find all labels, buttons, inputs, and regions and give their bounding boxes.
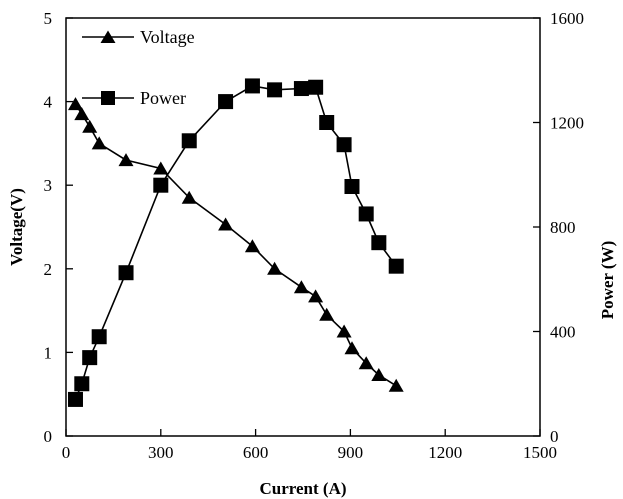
voltage-point [344, 341, 360, 355]
power-point [118, 265, 134, 281]
x-tick-label: 900 [338, 443, 364, 462]
voltage-point [388, 378, 404, 392]
y2-tick-label: 1200 [550, 114, 584, 133]
power-point [293, 81, 309, 97]
voltage-point [358, 356, 374, 370]
markers [67, 78, 404, 407]
legend-voltage-label: Voltage [140, 27, 195, 47]
voltage-point [371, 368, 387, 381]
power-point [218, 94, 234, 110]
voltage-point [82, 119, 98, 133]
y2-tick-label: 1600 [550, 9, 584, 28]
power-point [344, 179, 360, 195]
voltage-point [68, 97, 83, 111]
y-axis-title: Voltage(V) [7, 188, 26, 266]
y-tick-label: 1 [44, 343, 53, 362]
power-point [82, 350, 98, 366]
y2-tick-label: 800 [550, 218, 576, 237]
y-tick-label: 4 [44, 93, 53, 112]
y2-tick-label: 0 [550, 427, 559, 446]
power-point [67, 391, 83, 407]
voltage-point [181, 190, 197, 204]
power-point [181, 133, 197, 149]
y-tick-label: 5 [44, 9, 53, 28]
voltage-point [91, 136, 107, 150]
x-tick-label: 1200 [428, 443, 462, 462]
power-point [358, 206, 374, 222]
axes [65, 17, 541, 437]
y2-axis-title: Power (W) [598, 241, 617, 320]
legend: Voltage Power [82, 27, 195, 108]
voltage-point [319, 307, 335, 321]
voltage-point [293, 280, 309, 294]
plot-frame [65, 17, 541, 437]
y-tick-label: 3 [44, 176, 53, 195]
power-point [388, 258, 404, 274]
y-tick-label: 0 [44, 427, 53, 446]
voltage-point [118, 153, 134, 167]
power-point [267, 82, 283, 98]
power-point [336, 137, 352, 153]
power-point [74, 376, 90, 392]
voltage-point [308, 289, 324, 303]
voltage-point [267, 261, 283, 275]
x-tick-label: 300 [148, 443, 174, 462]
power-point [91, 329, 107, 345]
voltage-point [153, 161, 169, 175]
legend-power-label: Power [140, 88, 186, 108]
power-point [319, 115, 335, 130]
legend-voltage-marker [100, 30, 116, 43]
x-tick-label: 0 [62, 443, 71, 462]
power-point [308, 79, 324, 95]
power-point [244, 78, 260, 94]
x-tick-label: 1500 [523, 443, 557, 462]
x-tick-label: 600 [243, 443, 269, 462]
y2-tick-label: 400 [550, 323, 576, 342]
power-point [371, 235, 387, 251]
voltage-point [74, 107, 90, 121]
voltage-point [336, 324, 352, 338]
x-axis-title: Current (A) [259, 479, 346, 498]
voltage-point [218, 217, 234, 231]
voltage-point [244, 239, 260, 253]
y-tick-label: 2 [44, 260, 53, 279]
power-point [153, 177, 169, 193]
legend-power-marker [101, 91, 115, 105]
